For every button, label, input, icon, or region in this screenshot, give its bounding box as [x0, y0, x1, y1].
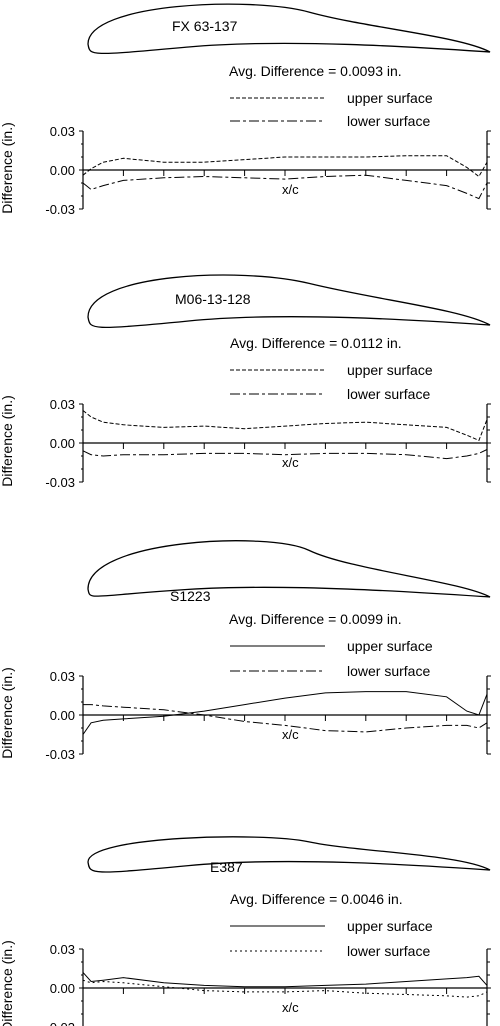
series-line-upper: [82, 972, 488, 988]
airfoil-name: FX 63-137: [172, 18, 238, 34]
airfoil-outline: [87, 3, 491, 55]
y-tick-label: 0.00: [50, 163, 75, 178]
x-axis-label: x/c: [282, 1000, 299, 1015]
series-line-lower: [83, 704, 488, 733]
y-tick-label: 0.03: [50, 669, 75, 684]
avg-difference-label: Avg. Difference = 0.0046 in.: [230, 891, 403, 907]
airfoil-name: M06-13-128: [175, 291, 251, 307]
y-tick-label: 0.03: [50, 397, 75, 412]
avg-difference-label: Avg. Difference = 0.0099 in.: [229, 611, 402, 627]
y-tick-label: 0.00: [50, 436, 75, 451]
legend-label-lower: lower surface: [347, 113, 430, 129]
airfoil-name: S1223: [170, 588, 211, 604]
series-line-lower: [82, 174, 488, 200]
legend-label-lower: lower surface: [347, 943, 430, 959]
legend-label-upper: upper surface: [347, 918, 433, 934]
panel-3: S1223 Avg. Difference = 0.0099 in. upper s…: [0, 540, 491, 762]
x-axis-label: x/c: [282, 727, 299, 742]
series-line-upper: [82, 410, 488, 442]
series-line-upper: [82, 155, 488, 178]
airfoil-name: E387: [210, 859, 243, 875]
y-tick-label: 0.00: [50, 981, 75, 996]
y-axis-label: Difference (in.): [0, 940, 15, 1026]
y-axis-label: Difference (in.): [0, 122, 15, 214]
x-axis-label: x/c: [282, 455, 299, 470]
y-axis-label: Difference (in.): [0, 395, 15, 487]
y-tick-label: -0.03: [45, 1020, 75, 1026]
y-tick-label: 0.00: [50, 708, 75, 723]
y-tick-label: -0.03: [45, 747, 75, 762]
avg-difference-label: Avg. Difference = 0.0093 in.: [229, 63, 402, 79]
legend-label-lower: lower surface: [347, 663, 430, 679]
y-tick-label: 0.03: [50, 942, 75, 957]
series-line-lower: [82, 449, 488, 460]
y-tick-label: -0.03: [45, 475, 75, 490]
airfoil-outline: [87, 540, 491, 598]
y-tick-label: -0.03: [45, 202, 75, 217]
airfoil-outline: [87, 836, 491, 873]
panel-4: E387 Avg. Difference = 0.0046 in. upper su…: [0, 836, 491, 1026]
legend-label-lower: lower surface: [347, 386, 430, 402]
panel-1: FX 63-137 Avg. Difference = 0.0093 in. upp…: [0, 3, 491, 217]
avg-difference-label: Avg. Difference = 0.0112 in.: [230, 335, 402, 351]
legend-label-upper: upper surface: [347, 638, 433, 654]
series-line-upper: [82, 691, 488, 735]
panel-2: M06-13-128 Avg. Difference = 0.0112 in. up…: [0, 274, 491, 490]
y-tick-label: 0.03: [50, 124, 75, 139]
airfoil-outline: [87, 274, 491, 329]
y-axis-label: Difference (in.): [0, 667, 15, 759]
legend-label-upper: upper surface: [347, 362, 433, 378]
x-axis-label: x/c: [282, 182, 299, 197]
legend-label-upper: upper surface: [347, 90, 433, 106]
